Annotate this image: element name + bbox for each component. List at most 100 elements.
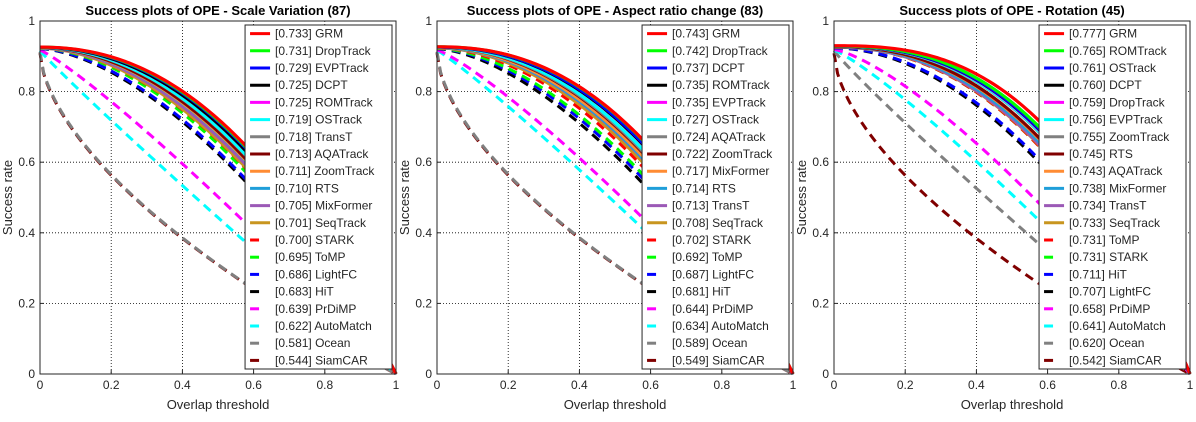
y-tick-label: 1 <box>822 14 829 28</box>
legend-label: [0.761] OSTrack <box>1069 61 1157 75</box>
legend-label: [0.735] ROMTrack <box>672 78 771 92</box>
y-tick-label: 0.2 <box>812 296 829 310</box>
y-tick-label: 0.2 <box>415 296 432 310</box>
legend-item: [0.713] AQATrack <box>250 147 369 161</box>
legend-item: [0.731] ToMP <box>1044 233 1140 247</box>
x-tick-label: 0.6 <box>642 378 659 392</box>
legend-item: [0.700] STARK <box>250 233 354 247</box>
legend-box <box>244 24 393 370</box>
legend-item: [0.760] DCPT <box>1044 78 1142 92</box>
legend-item: [0.686] LightFC <box>250 267 357 281</box>
legend-item: [0.777] GRM <box>1044 27 1137 41</box>
legend-label: [0.733] SeqTrack <box>1069 216 1161 230</box>
legend-label: [0.765] ROMTrack <box>1069 44 1168 58</box>
legend-label: [0.724] AQATrack <box>672 130 766 144</box>
legend-label: [0.733] GRM <box>275 27 343 41</box>
x-tick-label: 0.4 <box>174 378 191 392</box>
x-tick-label: 0 <box>831 378 838 392</box>
y-axis-label: Success rate <box>397 160 412 235</box>
legend-label: [0.713] AQATrack <box>275 147 369 161</box>
legend-item: [0.743] GRM <box>647 27 740 41</box>
legend-label: [0.692] ToMP <box>672 250 743 264</box>
legend-label: [0.718] TransT <box>275 130 353 144</box>
legend-item: [0.759] DropTrack <box>1044 95 1166 109</box>
legend-label: [0.742] DropTrack <box>672 44 769 58</box>
legend-item: [0.695] ToMP <box>250 250 346 264</box>
legend-label: [0.738] MixFormer <box>1069 181 1166 195</box>
y-tick-label: 0.2 <box>18 296 35 310</box>
legend-label: [0.544] SiamCAR <box>275 353 368 367</box>
legend-label: [0.687] LightFC <box>672 267 754 281</box>
legend-label: [0.641] AutoMatch <box>1069 319 1166 333</box>
x-axis-label: Overlap threshold <box>167 397 270 412</box>
legend: [0.777] GRM [0.765] ROMTrack [0.761] OSTra… <box>1038 24 1187 370</box>
y-axis-label: Success rate <box>0 160 15 235</box>
x-tick-label: 0 <box>434 378 441 392</box>
legend-label: [0.727] OSTrack <box>672 113 760 127</box>
chart-title: Success plots of OPE - Rotation (45) <box>899 3 1124 18</box>
chart-panel-1: 0 0.2 0.4 0.6 0.8 1 0 0.2 0.4 0.6 0.8 1 Success plot… <box>0 3 400 412</box>
chart-title: Success plots of OPE - Aspect ratio chan… <box>467 3 763 18</box>
x-axis-label: Overlap threshold <box>961 397 1064 412</box>
legend-label: [0.755] ZoomTrack <box>1069 130 1170 144</box>
legend-item: [0.717] MixFormer <box>647 164 769 178</box>
axes-frame <box>833 20 1191 375</box>
legend-label: [0.714] RTS <box>672 181 736 195</box>
legend-item: [0.714] RTS <box>647 181 736 195</box>
legend-label: [0.759] DropTrack <box>1069 95 1166 109</box>
legend-item: [0.733] SeqTrack <box>1044 216 1161 230</box>
legend-item: [0.735] EVPTrack <box>647 95 767 109</box>
x-tick-label: 0.6 <box>245 378 262 392</box>
y-tick-label: 0.6 <box>812 155 829 169</box>
legend-item: [0.701] SeqTrack <box>250 216 367 230</box>
legend-item: [0.731] STARK <box>1044 250 1148 264</box>
legend-item: [0.549] SiamCAR <box>647 353 765 367</box>
chart-panel-3: 0 0.2 0.4 0.6 0.8 1 0 0.2 0.4 0.6 0.8 1 Success plot… <box>794 3 1194 412</box>
legend-item: [0.620] Ocean <box>1044 336 1144 350</box>
x-tick-label: 0.4 <box>968 378 985 392</box>
x-tick-label: 0.8 <box>713 378 730 392</box>
legend-item: [0.639] PrDiMP <box>250 302 356 316</box>
legend-item: [0.756] EVPTrack <box>1044 113 1164 127</box>
legend-item: [0.725] DCPT <box>250 78 348 92</box>
legend-box <box>641 24 790 370</box>
legend-item: [0.692] ToMP <box>647 250 743 264</box>
legend-item: [0.761] OSTrack <box>1044 61 1157 75</box>
legend-label: [0.686] LightFC <box>275 267 357 281</box>
legend-label: [0.725] DCPT <box>275 78 348 92</box>
legend-item: [0.711] ZoomTrack <box>250 164 375 178</box>
legend-item: [0.542] SiamCAR <box>1044 353 1162 367</box>
legend-item: [0.658] PrDiMP <box>1044 302 1150 316</box>
legend-item: [0.589] Ocean <box>647 336 747 350</box>
legend-label: [0.711] ZoomTrack <box>275 164 375 178</box>
legend-item: [0.710] RTS <box>250 181 339 195</box>
legend-label: [0.725] ROMTrack <box>275 95 374 109</box>
legend-label: [0.695] ToMP <box>275 250 346 264</box>
legend-label: [0.705] MixFormer <box>275 199 372 213</box>
legend-label: [0.731] STARK <box>1069 250 1148 264</box>
legend-item: [0.681] HiT <box>647 285 731 299</box>
y-tick-label: 0.4 <box>812 226 829 240</box>
legend-label: [0.639] PrDiMP <box>275 302 356 316</box>
x-tick-label: 1 <box>790 378 797 392</box>
legend-item: [0.702] STARK <box>647 233 751 247</box>
legend-item: [0.705] MixFormer <box>250 199 372 213</box>
legend-item: [0.718] TransT <box>250 130 353 144</box>
legend-label: [0.700] STARK <box>275 233 354 247</box>
chart-panel-2: 0 0.2 0.4 0.6 0.8 1 0 0.2 0.4 0.6 0.8 1 Success plot… <box>397 3 797 412</box>
legend-box <box>1038 24 1187 370</box>
legend-item: [0.581] Ocean <box>250 336 350 350</box>
legend-item: [0.544] SiamCAR <box>250 353 368 367</box>
x-axis-label: Overlap threshold <box>564 397 667 412</box>
legend-item: [0.731] DropTrack <box>250 44 372 58</box>
legend-label: [0.707] LightFC <box>1069 285 1151 299</box>
chart-title: Success plots of OPE - Scale Variation (… <box>85 3 350 18</box>
x-tick-label: 1 <box>393 378 400 392</box>
y-tick-label: 0 <box>425 367 432 381</box>
y-axis-label: Success rate <box>794 160 809 235</box>
legend-item: [0.634] AutoMatch <box>647 319 769 333</box>
x-tick-label: 0.2 <box>897 378 914 392</box>
legend-item: [0.733] GRM <box>250 27 343 41</box>
